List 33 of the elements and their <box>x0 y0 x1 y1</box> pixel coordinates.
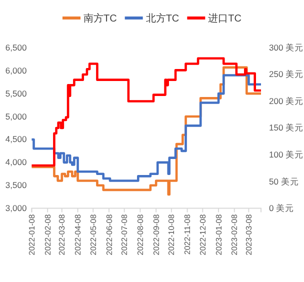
x-tick-label: 2022-11-08 <box>183 214 192 255</box>
y2-tick-label: 200 美元 <box>269 96 304 106</box>
y-tick-label: 3,000 <box>5 203 27 214</box>
y2-tick-label: 100 美元 <box>269 149 304 160</box>
legend-label: 进口TC <box>208 12 242 24</box>
y-tick-label: 5,500 <box>5 88 27 98</box>
x-tick-label: 2022-08-08 <box>136 214 146 256</box>
x-tick-label: 2023-02-08 <box>230 214 240 256</box>
y-tick-label: 6,000 <box>5 65 27 76</box>
y-tick-label: 4,000 <box>5 157 27 168</box>
y2-tick-label: 0 美元 <box>269 203 294 214</box>
y-tick-label: 5,000 <box>5 111 27 122</box>
y-tick-label: 6,500 <box>5 42 27 52</box>
x-tick-label: 2022-06-08 <box>104 214 114 256</box>
y2-tick-label: 250 美元 <box>269 69 304 80</box>
legend-label: 南方TC <box>83 12 117 24</box>
legend-label: 北方TC <box>146 12 180 24</box>
y2-tick-label: 300 美元 <box>269 42 304 52</box>
x-tick-label: 2022-04-08 <box>74 214 83 256</box>
x-tick-label: 2022-10-08 <box>167 214 176 256</box>
y-tick-label: 3,500 <box>5 180 27 190</box>
y-tick-label: 4,500 <box>5 134 27 144</box>
x-tick-label: 2022-07-08 <box>120 214 130 256</box>
x-tick-label: 2022-01-08 <box>28 214 36 256</box>
y2-tick-label: 50 美元 <box>269 176 299 186</box>
x-tick-label: 2022-09-08 <box>152 214 161 256</box>
x-tick-label: 2022-03-08 <box>58 214 67 256</box>
x-tick-label: 2023-01-08 <box>214 214 224 256</box>
x-tick-label: 2022-05-08 <box>88 214 98 256</box>
x-tick-label: 2022-12-08 <box>198 214 208 256</box>
x-tick-label: 2023-03-08 <box>244 214 254 256</box>
x-tick-label: 2022-02-08 <box>43 214 52 256</box>
y2-tick-label: 150 美元 <box>269 122 304 133</box>
